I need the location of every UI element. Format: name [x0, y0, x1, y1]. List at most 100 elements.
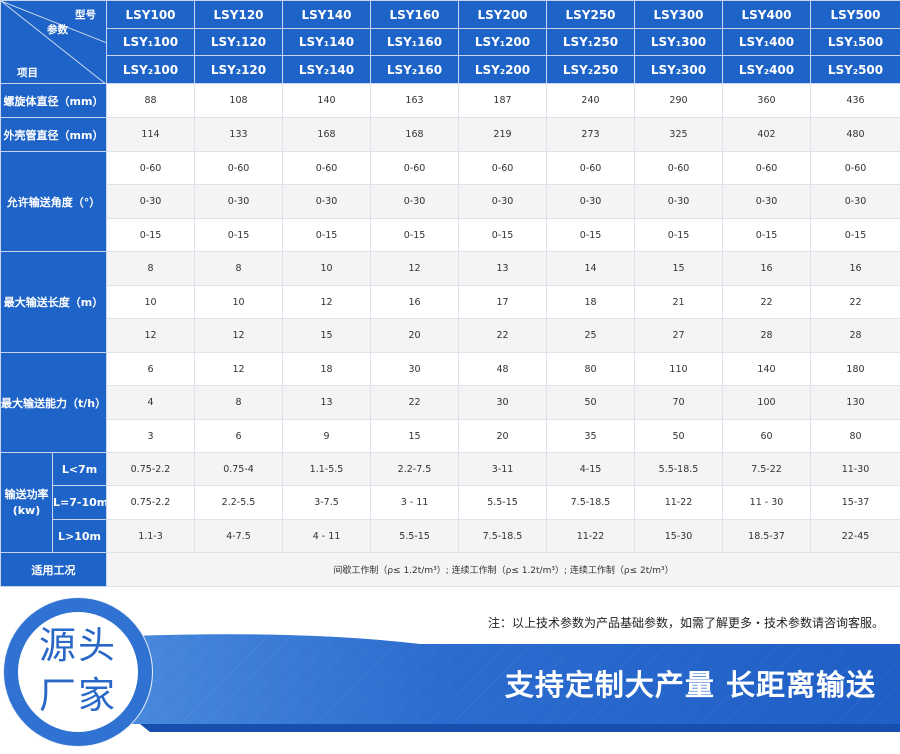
promo-banner [0, 632, 900, 754]
table-cell: 0-15 [810, 218, 900, 252]
row-sublabel-power: L>10m [52, 519, 107, 553]
table-cell: 436 [810, 83, 900, 118]
table-cell: 22 [722, 285, 811, 319]
table-cell: 0-30 [722, 184, 811, 219]
table-cell: 10 [194, 285, 283, 319]
model-header: LSY₁100 [106, 28, 195, 56]
table-cell: 108 [194, 83, 283, 118]
header-row-2: LSY₁100 LSY₁120 LSY₁140 LSY₁160 LSY₁200 … [1, 28, 900, 56]
row-label-shell-diameter: 外壳管直径（mm） [0, 117, 107, 152]
model-header: LSY120 [194, 0, 283, 29]
table-cell: 0-15 [546, 218, 635, 252]
table-cell: 27 [634, 318, 723, 353]
model-header: LSY500 [810, 0, 900, 29]
table-cell: 15-30 [634, 519, 723, 553]
table-cell: 130 [810, 385, 900, 420]
table-cell: 0-15 [634, 218, 723, 252]
table-row: 适用工况 间歇工作制（ρ≤ 1.2t/m³）; 连续工作制（ρ≤ 1.2t/m³… [0, 552, 900, 587]
table-cell: 25 [546, 318, 635, 353]
row-label-power: 输送功率 (kw) [0, 452, 53, 553]
table-cell: 3 - 11 [370, 485, 459, 520]
row-label-conditions: 适用工况 [0, 552, 107, 587]
table-row: L>10m 1.1-3 4-7.5 4 - 11 5.5-15 7.5-18.5… [1, 519, 900, 553]
spec-table-container: 型号 参数 项目 LSY100 LSY120 LSY140 LSY160 LSY… [0, 0, 900, 587]
table-corner-cell: 型号 参数 项目 [0, 0, 107, 84]
table-cell: 5.5-15 [370, 519, 459, 553]
table-cell: 20 [458, 419, 547, 453]
table-cell: 1.1-5.5 [282, 452, 371, 486]
table-cell: 240 [546, 83, 635, 118]
table-row: 12 12 15 20 22 25 27 28 28 [1, 318, 900, 353]
row-label-screw-diameter: 螺旋体直径（mm） [0, 83, 107, 118]
table-cell: 168 [282, 117, 371, 152]
table-cell: 16 [370, 285, 459, 319]
table-cell: 187 [458, 83, 547, 118]
table-cell: 0.75-2.2 [106, 452, 195, 486]
table-cell: 12 [282, 285, 371, 319]
row-label-max-capacity: 最大输送能力（t/h） [0, 352, 107, 453]
row-sublabel-power: L<7m [52, 452, 107, 486]
model-header: LSY₂300 [634, 55, 723, 84]
table-cell: 0.75-4 [194, 452, 283, 486]
table-cell: 8 [194, 385, 283, 420]
table-cell: 5.5-15 [458, 485, 547, 520]
table-cell: 60 [722, 419, 811, 453]
table-cell: 15 [282, 318, 371, 353]
row-sublabel-power: L=7-10m [52, 485, 107, 520]
table-cell: 11-30 [810, 452, 900, 486]
table-cell: 0-30 [458, 184, 547, 219]
model-header: LSY400 [722, 0, 811, 29]
table-cell: 273 [546, 117, 635, 152]
table-cell: 290 [634, 83, 723, 118]
table-row: 3 6 9 15 20 35 50 60 80 [1, 419, 900, 453]
table-cell: 10 [106, 285, 195, 319]
row-label-angle: 允许输送角度（°） [0, 151, 107, 252]
table-cell: 88 [106, 83, 195, 118]
table-cell: 0-60 [458, 151, 547, 185]
table-cell: 16 [810, 251, 900, 286]
footnote: 注：以上技术参数为产品基础参数，如需了解更多・技术参数请咨询客服。 [487, 616, 884, 630]
table-cell: 133 [194, 117, 283, 152]
model-header: LSY₁140 [282, 28, 371, 56]
table-cell: 0-60 [282, 151, 371, 185]
corner-label-model: 型号 [75, 9, 96, 21]
table-cell: 3-7.5 [282, 485, 371, 520]
table-cell: 0-60 [194, 151, 283, 185]
table-cell: 15 [634, 251, 723, 286]
table-cell: 7.5-18.5 [546, 485, 635, 520]
table-cell: 18 [282, 352, 371, 386]
table-cell: 219 [458, 117, 547, 152]
table-cell: 12 [194, 318, 283, 353]
table-cell: 0-15 [194, 218, 283, 252]
table-cell: 2.2-5.5 [194, 485, 283, 520]
table-cell: 114 [106, 117, 195, 152]
model-header: LSY₁500 [810, 28, 900, 56]
table-cell: 0-60 [810, 151, 900, 185]
row-label-max-length: 最大输送长度（m） [0, 251, 107, 353]
table-cell: 6 [106, 352, 195, 386]
model-header: LSY₁200 [458, 28, 547, 56]
table-cell: 30 [370, 352, 459, 386]
table-cell: 0.75-2.2 [106, 485, 195, 520]
conditions-value: 间歇工作制（ρ≤ 1.2t/m³）; 连续工作制（ρ≤ 1.2t/m³）; 连续… [106, 552, 900, 587]
table-cell: 18.5-37 [722, 519, 811, 553]
table-row: 输送功率 (kw) L<7m 0.75-2.2 0.75-4 1.1-5.5 2… [0, 452, 900, 553]
table-row: 最大输送能力（t/h） 6 12 18 30 48 80 110 140 180 [0, 352, 900, 453]
model-header: LSY₁400 [722, 28, 811, 56]
table-cell: 0-15 [458, 218, 547, 252]
table-cell: 0-15 [106, 218, 195, 252]
model-header: LSY₂160 [370, 55, 459, 84]
badge-text-line2: 厂家 [39, 674, 117, 717]
table-cell: 15 [370, 419, 459, 453]
spec-table: 型号 参数 项目 LSY100 LSY120 LSY140 LSY160 LSY… [0, 0, 900, 587]
model-header: LSY160 [370, 0, 459, 29]
model-header: LSY₂200 [458, 55, 547, 84]
table-cell: 1.1-3 [106, 519, 195, 553]
table-cell: 100 [722, 385, 811, 420]
table-cell: 110 [634, 352, 723, 386]
table-cell: 0-15 [722, 218, 811, 252]
table-cell: 10 [282, 251, 371, 286]
table-cell: 13 [458, 251, 547, 286]
table-cell: 22 [370, 385, 459, 420]
table-cell: 50 [546, 385, 635, 420]
